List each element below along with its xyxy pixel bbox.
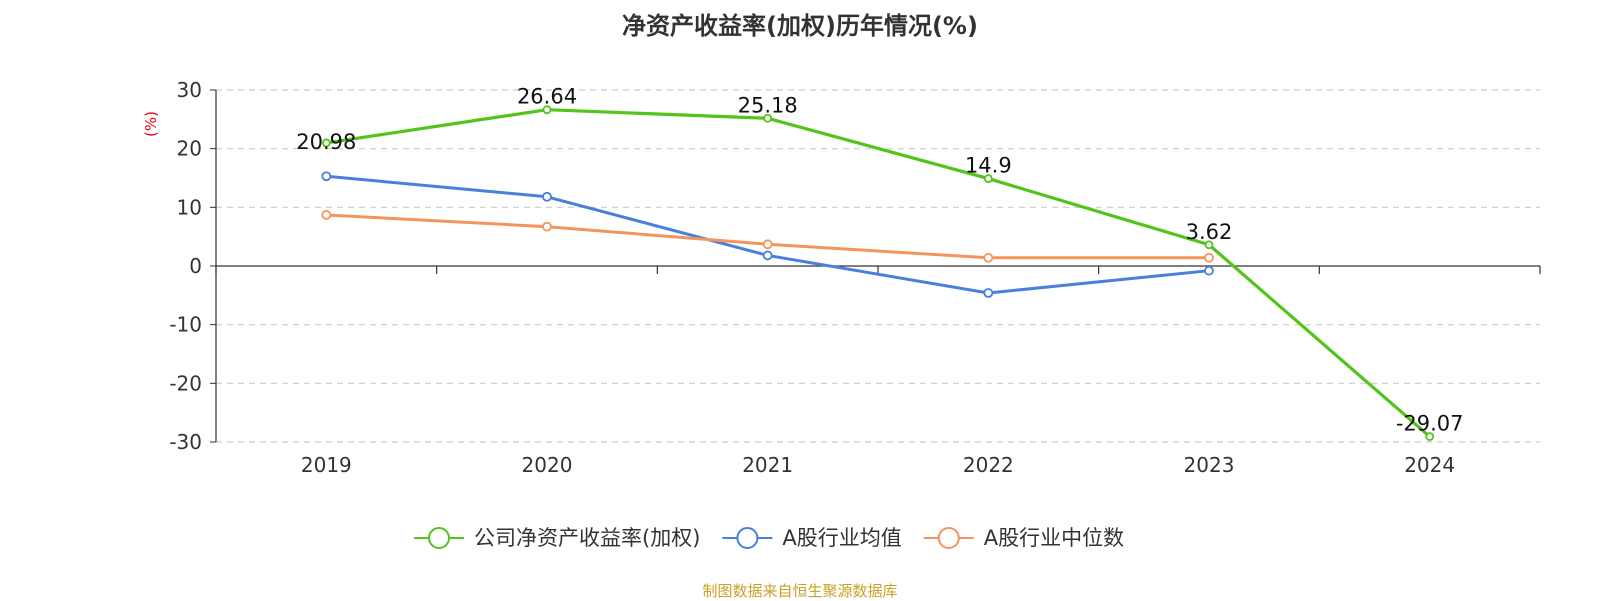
series-lines bbox=[321, 105, 1435, 441]
data-point bbox=[1204, 252, 1214, 263]
y-tick-label: -10 bbox=[169, 313, 202, 337]
x-tick-label: 2023 bbox=[1184, 453, 1235, 477]
chart-title: 净资产收益率(加权)历年情况(%) bbox=[622, 12, 978, 40]
legend-label: 公司净资产收益率(加权) bbox=[474, 526, 700, 550]
data-point bbox=[321, 210, 332, 220]
legend-marker bbox=[428, 527, 450, 549]
data-point bbox=[321, 171, 332, 182]
data-label: 25.18 bbox=[738, 93, 798, 117]
x-tick-label: 2022 bbox=[963, 453, 1014, 477]
x-tick-label: 2024 bbox=[1404, 453, 1455, 477]
x-tick-label: 2020 bbox=[522, 453, 573, 477]
series-line bbox=[326, 108, 1431, 438]
y-tick-label: -20 bbox=[169, 371, 202, 395]
data-labels: 20.98 26.64 25.18 14.9 3.62 -29.07 bbox=[296, 85, 1463, 436]
data-point bbox=[1204, 265, 1214, 276]
data-point bbox=[983, 252, 994, 263]
legend-marker bbox=[937, 527, 960, 549]
data-point bbox=[1425, 432, 1435, 441]
y-axis-label: (%) bbox=[142, 111, 160, 137]
legend-label: A股行业均值 bbox=[782, 526, 901, 550]
y-tick-label: -30 bbox=[169, 430, 202, 454]
x-tick-label: 2019 bbox=[301, 453, 352, 477]
y-tick-label: 20 bbox=[177, 137, 202, 161]
x-tick-label: 2021 bbox=[742, 453, 793, 477]
y-tick-label: 30 bbox=[177, 78, 202, 102]
data-label: 14.9 bbox=[965, 154, 1012, 178]
data-point bbox=[542, 221, 552, 232]
data-point bbox=[762, 239, 773, 250]
data-label: 26.64 bbox=[517, 85, 577, 109]
data-point bbox=[542, 105, 552, 115]
data-point bbox=[1204, 240, 1214, 250]
legend: 公司净资产收益率(加权) A股行业均值 A股行业中位数 bbox=[414, 526, 1124, 550]
y-tick-label: 10 bbox=[177, 195, 202, 219]
data-point bbox=[983, 288, 994, 298]
legend-label: A股行业中位数 bbox=[984, 526, 1124, 550]
legend-marker bbox=[736, 527, 759, 549]
data-point bbox=[983, 174, 993, 183]
data-point bbox=[763, 113, 773, 123]
data-label: -29.07 bbox=[1396, 412, 1464, 436]
data-point bbox=[762, 250, 773, 261]
data-label: 20.98 bbox=[296, 130, 356, 154]
axes: 30 20 10 0 -10 -20 -30 2019 2020 2021 2022 2023 2024… bbox=[142, 78, 1541, 477]
data-point bbox=[321, 138, 331, 148]
data-label: 3.62 bbox=[1186, 220, 1233, 244]
series-line bbox=[326, 174, 1210, 295]
y-tick-label: 0 bbox=[189, 254, 202, 278]
source-note: 制图数据来自恒生聚源数据库 bbox=[702, 582, 898, 600]
data-point bbox=[542, 191, 552, 202]
